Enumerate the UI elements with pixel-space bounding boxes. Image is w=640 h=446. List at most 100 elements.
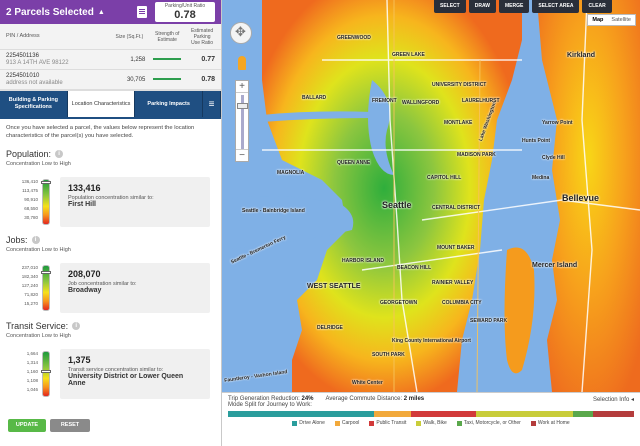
selection-header: 2 Parcels Selected ▲ Parking/Unit Ratio … [0, 0, 221, 24]
trip-reduction: Trip Generation Reduction: 24% [228, 396, 314, 402]
mode-split-label: Mode Split for Journey to Work: [228, 402, 312, 408]
label-wallingford: WALLINGFORD [402, 100, 440, 106]
parcel-ratio: 0.77 [201, 56, 215, 63]
jobs-section: Jobs: i Concentration Low to High 237,010… [0, 235, 221, 317]
highway-network [393, 0, 481, 392]
pegman-icon[interactable] [238, 56, 246, 70]
jobs-title: Jobs: [6, 235, 28, 245]
parking-ratio-box: Parking/Unit Ratio 0.78 [155, 2, 215, 22]
legend-label: Public Transit [376, 420, 407, 426]
parcel-pin: 2254501136 913 A 14TH AVE 98122 [6, 53, 113, 67]
population-similar-location: First Hill [68, 201, 97, 208]
clear-button[interactable]: CLEAR [582, 0, 612, 13]
label-madison-park: MADISON PARK [457, 152, 496, 158]
lake-union [368, 80, 394, 175]
legend-label: Carpool [341, 420, 360, 426]
stats-panel: Trip Generation Reduction: 24% Average C… [222, 392, 640, 446]
legend-swatch [292, 420, 298, 426]
map-type-map[interactable]: Map [588, 15, 608, 25]
zoom-slider-thumb[interactable] [237, 103, 248, 109]
label-bellevue: Bellevue [562, 193, 600, 203]
table-row[interactable]: 2254501010 address not available 30,705 0… [0, 70, 221, 90]
tab-location[interactable]: Location Characteristics [67, 91, 136, 117]
parcel-size: 30,705 [126, 76, 146, 83]
label-laurelhurst: LAURELHURST [462, 98, 500, 104]
update-button[interactable]: UPDATE [8, 419, 46, 432]
zoom-slider-track[interactable] [241, 95, 244, 149]
info-icon[interactable]: i [55, 150, 64, 158]
map-canvas[interactable]: Seattle Bellevue Kirkland Mercer Island … [222, 0, 640, 392]
map-type-satellite[interactable]: Satellite [607, 15, 635, 25]
merge-tool-button[interactable]: MERGE [499, 0, 530, 13]
elliott-bay [222, 196, 354, 250]
parking-ratio-value: 0.78 [174, 9, 196, 21]
label-fremont: FREMONT [372, 98, 397, 104]
jobs-similar-location: Broadway [68, 287, 102, 294]
label-green-lake: GREEN LAKE [392, 52, 425, 58]
selection-info-link[interactable]: Selection Info ◂ [592, 397, 634, 403]
intro-text: Once you have selected a parcel, the val… [6, 125, 195, 139]
mode-split-bar [228, 411, 634, 417]
parcel-size: 1,258 [130, 56, 146, 63]
transit-card: 1,375 Transit service concentration simi… [60, 349, 210, 399]
legend-label: Walk, Bike [423, 420, 447, 426]
parcel-table: PIN / Address Size (Sq.Ft.) Strength of … [0, 24, 221, 91]
strength-bar [145, 77, 189, 83]
population-range: Concentration Low to High [6, 161, 71, 167]
select-tool-button[interactable]: SELECT [434, 0, 466, 13]
select-area-dropdown[interactable]: SELECT AREA [532, 0, 580, 13]
commute-distance: Average Commute Distance: 2 miles [325, 396, 425, 402]
action-buttons: UPDATE RESET [8, 419, 90, 432]
pan-control-icon[interactable] [230, 22, 252, 44]
menu-icon[interactable]: ≡ [203, 91, 221, 117]
label-rainier-valley: RAINIER VALLEY [432, 280, 474, 286]
jobs-value: 208,070 [68, 269, 101, 279]
tab-building-parking[interactable]: Building & Parking Specifications [0, 91, 68, 117]
label-capitol-hill: CAPITOL HILL [427, 175, 462, 181]
label-queen-anne: QUEEN ANNE [337, 160, 371, 166]
mode-split-legend: Drive Alone Carpool Public Transit Walk, Bi… [228, 420, 634, 426]
table-row[interactable]: 2254501136 913 A 14TH AVE 98122 1,258 0.7… [0, 50, 221, 70]
label-kirkland: Kirkland [567, 52, 596, 59]
parcel-ratio: 0.78 [201, 76, 215, 83]
legend-swatch [369, 420, 375, 426]
heatmap-layer [222, 0, 640, 392]
collapse-caret-icon[interactable]: ▲ [97, 8, 105, 16]
info-icon[interactable]: i [31, 236, 40, 244]
jobs-marker [41, 271, 51, 275]
label-greenwood: GREENWOOD [337, 35, 371, 41]
label-columbia-city: COLUMBIA CITY [442, 300, 482, 306]
zoom-in-button[interactable]: + [236, 81, 248, 93]
legend-swatch [334, 420, 340, 426]
col-pin: PIN / Address [6, 33, 40, 39]
col-ratio: Estimated Parking Use Ratio [190, 27, 214, 46]
report-icon[interactable] [137, 6, 147, 18]
transit-section: Transit Service: i Concentration Low to H… [0, 321, 221, 403]
legend-item: Work at Home [530, 420, 570, 426]
label-clyde-hill: Clyde Hill [542, 155, 565, 161]
jobs-similar-label: Job concentration similar to: [68, 281, 137, 287]
legend-label: Drive Alone [299, 420, 325, 426]
detail-tabs: Building & Parking Specifications Locati… [0, 91, 221, 119]
label-white-center: White Center [352, 380, 383, 386]
tab-parking-impacts[interactable]: Parking Impacts [135, 91, 204, 117]
label-ballard: BALLARD [302, 95, 327, 101]
label-mount-baker: MOUNT BAKER [437, 245, 475, 251]
mode-split-segment [374, 411, 411, 417]
population-value: 133,416 [68, 183, 101, 193]
transit-similar-label: Transit service concentration similar to… [68, 367, 164, 373]
zoom-out-button[interactable]: − [236, 149, 248, 161]
reset-button[interactable]: RESET [50, 419, 90, 432]
legend-swatch [456, 420, 462, 426]
parcel-address: address not available [6, 79, 63, 86]
mode-split-segment [593, 411, 634, 417]
label-beacon-hill: BEACON HILL [397, 265, 432, 271]
legend-label: Taxi, Motorcycle, or Other [463, 420, 521, 426]
draw-tool-button[interactable]: DRAW [468, 0, 497, 13]
population-gauge [41, 179, 51, 225]
info-icon[interactable]: i [72, 322, 81, 330]
label-central-district: CENTRAL DISTRICT [432, 205, 481, 211]
label-montlake: MONTLAKE [444, 120, 473, 126]
legend-item: Drive Alone [292, 420, 325, 426]
label-seward-park: SEWARD PARK [470, 318, 508, 324]
